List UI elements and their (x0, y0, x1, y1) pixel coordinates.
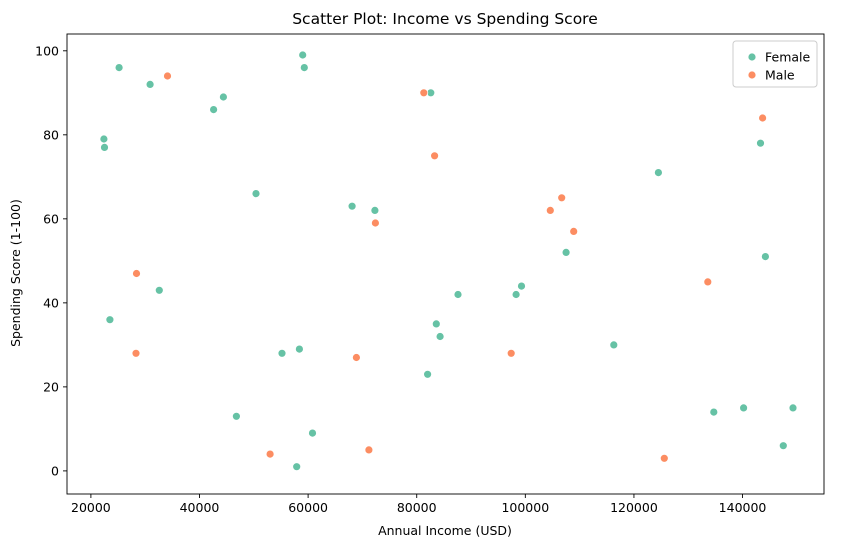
scatter-point-male-2 (163, 71, 172, 81)
scatter-point-female-22 (453, 290, 463, 299)
scatter-point-female-23 (511, 290, 521, 299)
x-tick-label: 20000 (71, 500, 111, 515)
scatter-point-female-0 (99, 134, 109, 144)
scatter-point-female-11 (292, 462, 302, 472)
scatter-point-female-16 (347, 201, 357, 211)
scatter-point-female-4 (145, 80, 155, 89)
y-tick-label: 40 (43, 295, 59, 310)
scatter-point-female-25 (561, 247, 571, 257)
scatter-point-female-10 (277, 348, 287, 358)
scatter-point-male-10 (545, 205, 555, 215)
scatter-point-female-32 (778, 441, 788, 451)
legend-marker-male (747, 70, 757, 80)
scatter-point-female-29 (739, 403, 748, 413)
scatter-point-female-9 (251, 189, 261, 199)
scatter-point-female-33 (788, 403, 798, 413)
scatter-point-female-1 (100, 142, 109, 152)
scatter-point-female-30 (756, 138, 765, 148)
scatter-point-female-27 (654, 168, 663, 178)
y-tick-label: 100 (35, 43, 59, 58)
y-axis-title: Spending Score (1-100) (8, 199, 23, 347)
scatter-point-female-3 (114, 63, 124, 72)
axes: 20000 40000 60000 80000 100000 120000 140000 0 2… (35, 33, 825, 515)
y-tick-label: 80 (43, 127, 59, 142)
y-tick-label: 60 (43, 211, 59, 226)
scatter-point-female-15 (308, 428, 317, 438)
x-axis-title: Annual Income (USD) (378, 523, 512, 538)
scatter-point-female-31 (761, 252, 770, 262)
legend-marker-female (747, 52, 757, 62)
scatter-point-male-14 (703, 277, 713, 287)
scatter-point-male-13 (659, 453, 669, 463)
scatter-point-female-12 (294, 344, 304, 354)
x-tick-label: 40000 (180, 500, 220, 515)
legend: Female Male (732, 40, 818, 88)
scatter-point-female-2 (105, 315, 115, 325)
legend-label-male: Male (765, 68, 795, 83)
scatter-point-male-0 (131, 348, 141, 358)
plot-area (99, 50, 798, 472)
scatter-point-female-13 (298, 50, 308, 60)
plot-frame (66, 33, 825, 495)
scatter-point-female-7 (218, 92, 228, 102)
legend-label-female: Female (765, 50, 811, 65)
scatter-point-female-5 (154, 285, 164, 295)
scatter-point-female-28 (709, 407, 719, 417)
scatter-point-male-15 (758, 113, 767, 123)
scatter-point-female-18 (423, 369, 433, 379)
x-tick-label: 80000 (397, 500, 437, 515)
scatter-point-female-17 (370, 205, 380, 215)
scatter-point-male-3 (265, 449, 275, 459)
scatter-point-male-9 (506, 348, 516, 358)
x-tick-label: 100000 (501, 500, 549, 515)
scatter-point-female-21 (435, 332, 445, 341)
scatter-point-female-6 (209, 105, 219, 114)
scatter-point-male-8 (430, 151, 440, 161)
y-tick-label: 0 (51, 463, 59, 478)
scatter-point-female-26 (609, 340, 619, 350)
scatter-point-male-12 (569, 226, 579, 236)
y-tick-label: 20 (43, 379, 59, 394)
scatter-point-male-5 (364, 445, 374, 455)
scatter-point-female-8 (231, 411, 241, 421)
scatter-point-female-24 (517, 281, 526, 291)
x-tick-label: 60000 (288, 500, 328, 515)
x-tick-label: 140000 (719, 500, 767, 515)
scatter-point-male-4 (351, 353, 361, 362)
scatter-point-female-20 (431, 319, 441, 329)
scatter-point-male-11 (557, 193, 567, 203)
scatter-point-male-6 (370, 218, 380, 228)
x-tick-label: 120000 (610, 500, 658, 515)
scatter-point-male-1 (132, 269, 141, 278)
scatter-point-female-14 (299, 63, 309, 72)
scatter-point-male-7 (419, 88, 429, 98)
chart-title: Scatter Plot: Income vs Spending Score (292, 10, 598, 28)
